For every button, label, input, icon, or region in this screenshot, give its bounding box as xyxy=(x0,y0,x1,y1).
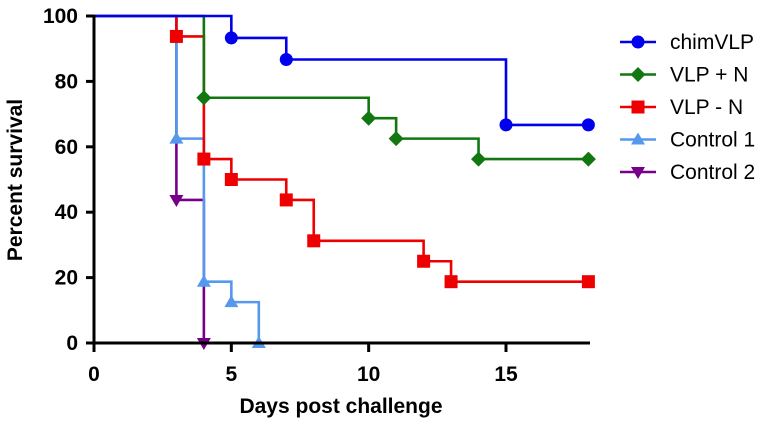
survival-step-line xyxy=(94,14,589,283)
y-axis-title: Percent survival xyxy=(4,99,27,261)
survival-step-line xyxy=(94,14,206,343)
y-tick-label: 0 xyxy=(66,332,78,355)
x-tick-label: 15 xyxy=(494,363,518,386)
legend-label: VLP - N xyxy=(670,96,743,119)
y-tick-label: 100 xyxy=(43,5,78,28)
data-point-marker xyxy=(444,275,458,289)
data-point-marker xyxy=(581,275,595,289)
data-point-marker xyxy=(388,131,404,147)
data-point-marker xyxy=(169,131,184,144)
legend-marker-triangle-down-icon xyxy=(631,167,645,179)
x-tick-label: 5 xyxy=(225,363,237,386)
data-point-marker xyxy=(196,90,212,106)
legend-marker-square-icon xyxy=(631,100,645,114)
legend-item: VLP + N xyxy=(620,64,748,87)
legend-label: chimVLP xyxy=(670,31,754,54)
data-point-marker xyxy=(169,29,183,43)
data-point-marker xyxy=(417,254,431,268)
y-tick-label: 20 xyxy=(55,267,78,290)
legend: chimVLP VLP + N VLP - N Control 1 Control 2 xyxy=(620,31,755,184)
data-point-marker xyxy=(307,234,321,248)
y-tick-label: 40 xyxy=(55,201,78,224)
x-ticks: 0 5 10 15 xyxy=(88,343,518,386)
data-point-marker xyxy=(197,152,211,166)
data-point-marker xyxy=(471,151,487,167)
data-point-marker xyxy=(224,173,238,186)
series-control-2 xyxy=(94,14,211,350)
data-point-marker xyxy=(580,151,596,167)
legend-item: Control 1 xyxy=(620,129,755,152)
legend-marker-circle-icon xyxy=(631,35,645,49)
data-point-marker xyxy=(224,31,238,45)
x-tick-label: 10 xyxy=(357,363,380,386)
x-axis-title: Days post challenge xyxy=(239,395,442,418)
data-point-marker xyxy=(279,52,293,66)
survival-step-line xyxy=(94,14,589,127)
legend-marker-triangle-up-icon xyxy=(631,132,645,145)
legend-label: Control 2 xyxy=(670,161,755,184)
data-point-marker xyxy=(224,295,239,308)
legend-item: chimVLP xyxy=(620,31,754,54)
series-vlp-n xyxy=(94,14,596,167)
data-point-marker xyxy=(581,118,595,132)
plot-series xyxy=(94,14,596,350)
legend-label: VLP + N xyxy=(670,64,748,87)
y-ticks: 0 20 40 60 80 100 xyxy=(43,5,94,355)
y-tick-label: 80 xyxy=(55,70,78,93)
y-tick-label: 60 xyxy=(55,136,78,159)
data-point-marker xyxy=(499,118,513,132)
series-vlp-n xyxy=(94,14,595,289)
x-tick-label: 0 xyxy=(88,363,100,386)
data-point-marker xyxy=(196,274,211,287)
legend-item: VLP - N xyxy=(620,96,743,119)
legend-label: Control 1 xyxy=(670,129,755,152)
legend-item: Control 2 xyxy=(620,161,755,184)
series-chimvlp xyxy=(94,14,595,132)
data-point-marker xyxy=(361,110,377,126)
series-control-1 xyxy=(94,14,266,348)
legend-marker-diamond-icon xyxy=(630,67,646,82)
data-point-marker xyxy=(169,194,184,207)
data-point-marker xyxy=(279,193,293,207)
survival-step-line xyxy=(94,14,589,161)
